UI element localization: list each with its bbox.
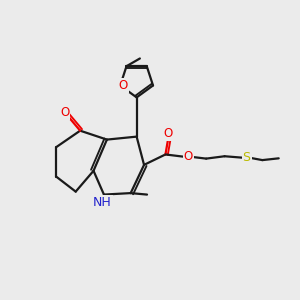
Text: O: O	[164, 127, 173, 140]
Text: O: O	[118, 79, 128, 92]
Text: S: S	[243, 151, 250, 164]
Text: O: O	[184, 150, 193, 163]
Text: O: O	[60, 106, 69, 119]
Text: NH: NH	[93, 196, 112, 209]
